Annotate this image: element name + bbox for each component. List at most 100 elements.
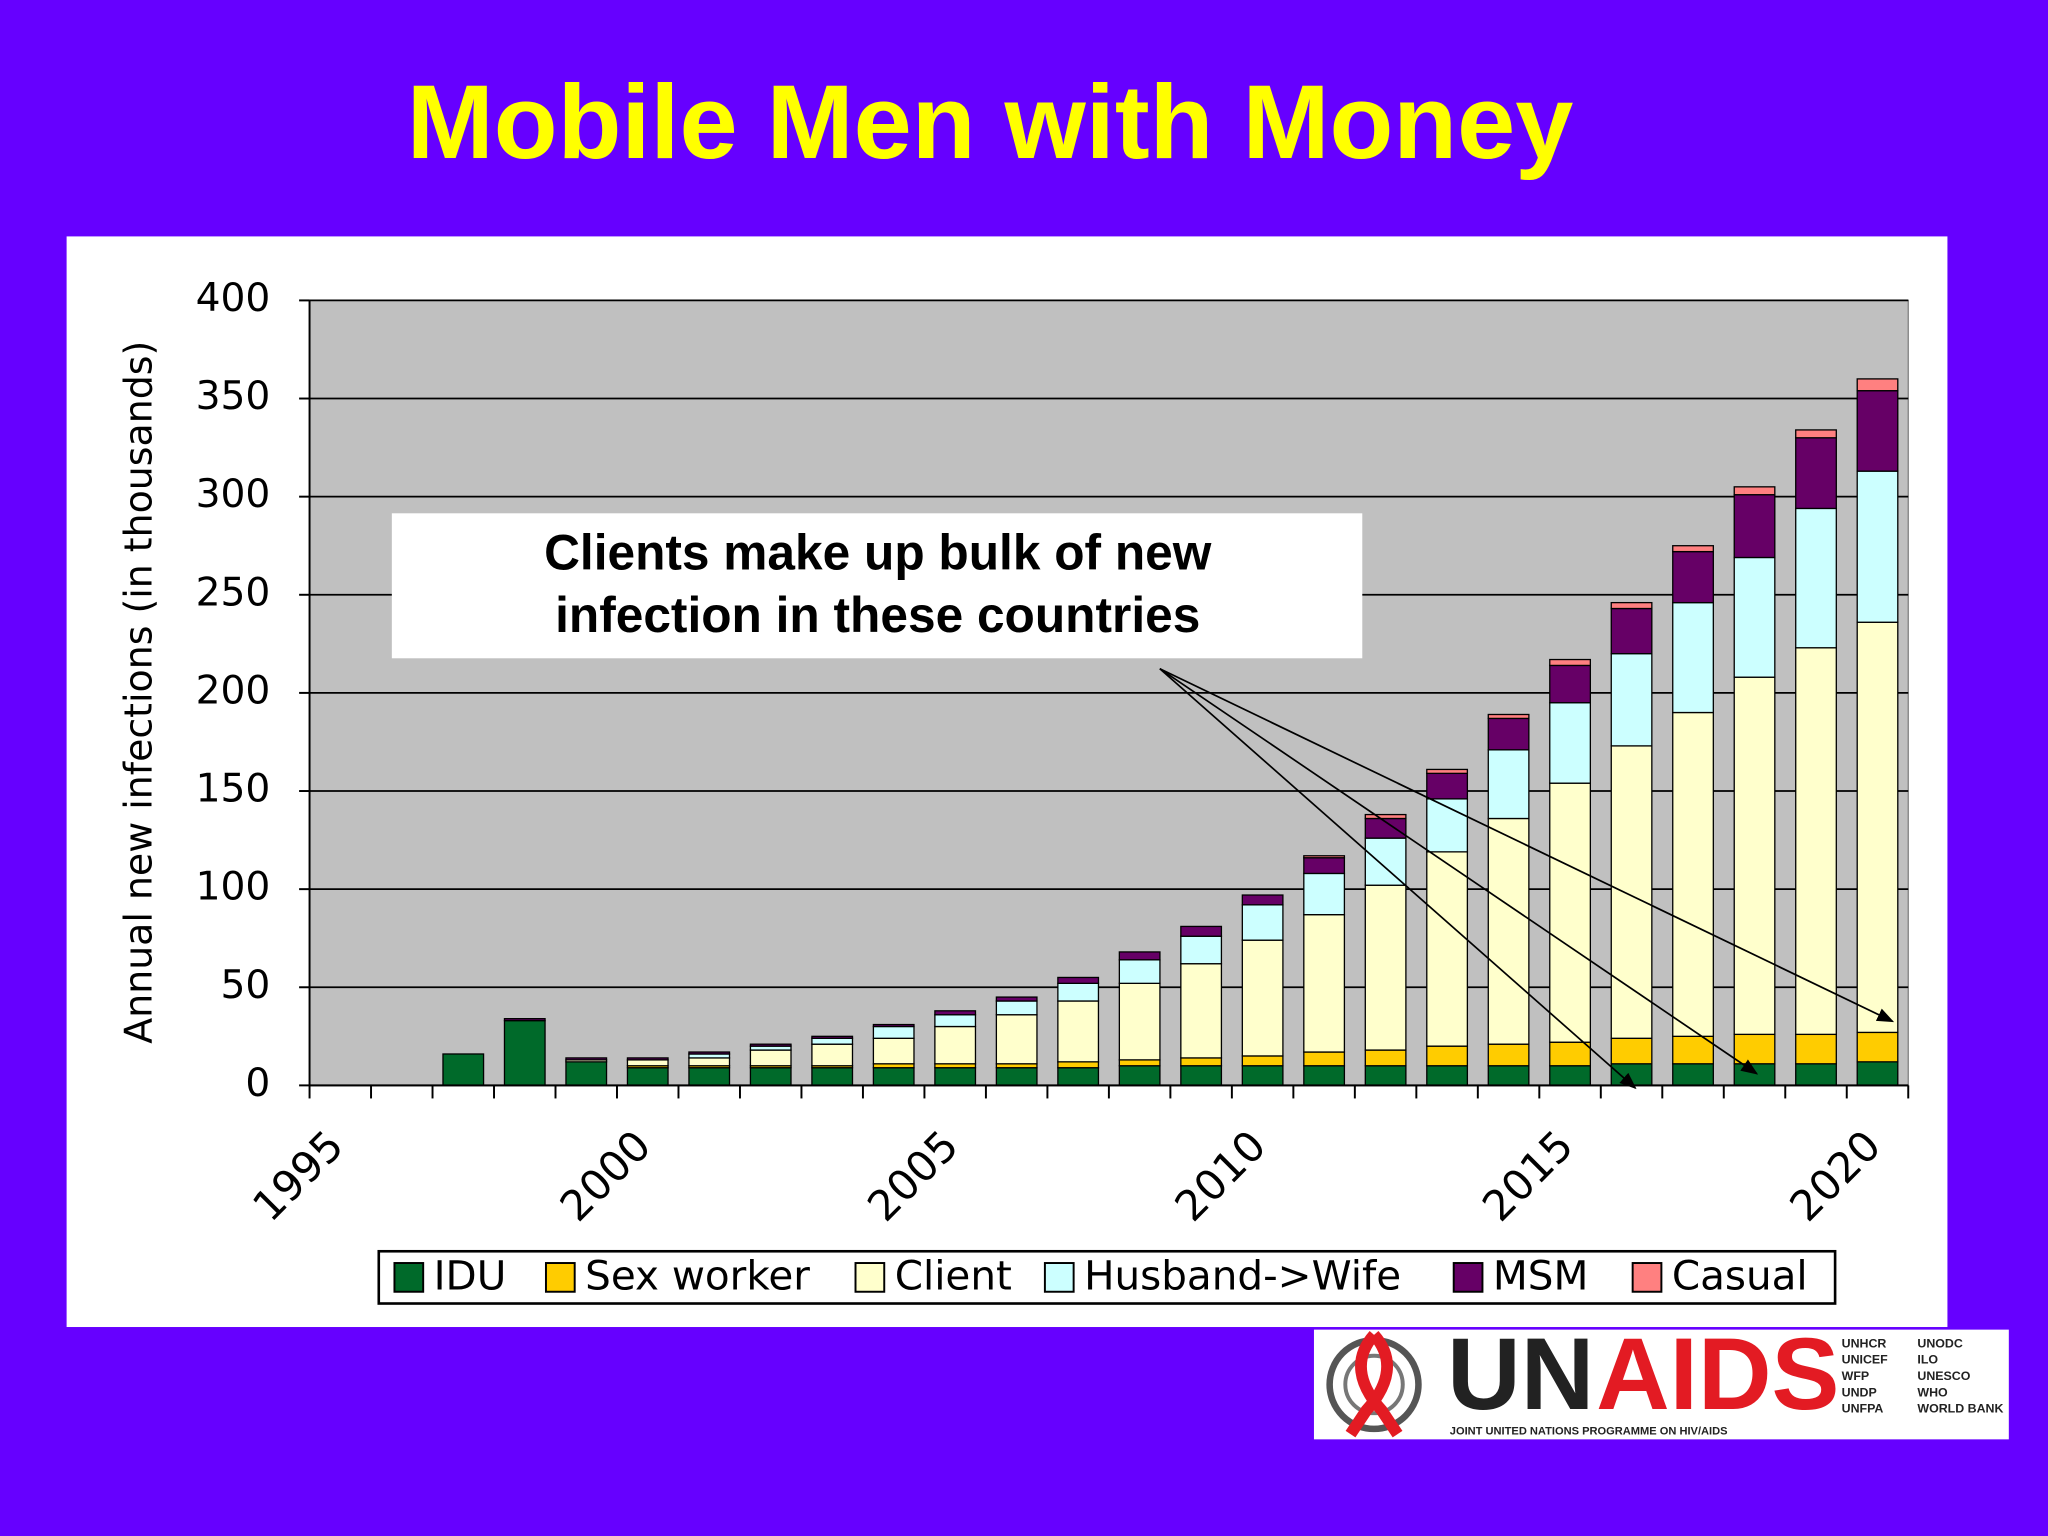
bar-segment — [1795, 437, 1837, 510]
bar-segment — [1610, 652, 1653, 747]
annotation: Clients make up bulk of new infection in… — [391, 513, 1895, 1090]
bar-segment — [1549, 1041, 1592, 1067]
bar-segment — [1241, 894, 1284, 906]
bar-segment — [1549, 658, 1592, 667]
legend-swatch — [1452, 1262, 1484, 1293]
bar-segment — [1610, 601, 1653, 610]
logo-ribbon — [1345, 1330, 1403, 1438]
logo-agency: UNESCO — [1917, 1369, 1970, 1383]
legend-label: Sex worker — [585, 1252, 810, 1300]
bar-segment — [872, 1067, 915, 1087]
legend-label: IDU — [434, 1252, 507, 1300]
logo-background — [1313, 1329, 2009, 1440]
logo-emblem — [1343, 1353, 1405, 1416]
bar-segment — [1118, 951, 1161, 961]
y-tick-label: 300 — [196, 472, 271, 517]
bar-segment — [811, 1037, 854, 1045]
bar-segment — [1303, 857, 1346, 875]
annotation-arrow — [1159, 667, 1895, 1023]
bar-segment — [934, 1067, 977, 1087]
bar-segment — [1241, 904, 1284, 941]
y-tick-label: 150 — [196, 767, 271, 812]
bar-segment — [1057, 976, 1100, 984]
bar-segment — [1303, 872, 1346, 916]
bar-segment — [503, 1018, 546, 1022]
legend: IDU Sex worker Client Husband->Wife MSM Casua… — [377, 1249, 1837, 1305]
bars — [442, 378, 1899, 1087]
bar-segment — [1795, 1033, 1837, 1065]
bar-segment — [1672, 550, 1714, 604]
legend-label: Casual — [1672, 1252, 1808, 1300]
logo: UN AIDS JOINT UNITED NATIONS PROGRAMME O… — [1313, 1317, 2009, 1440]
bar-segment — [1795, 429, 1837, 439]
y-tick-label: 350 — [196, 374, 271, 419]
bar-segment — [934, 1010, 977, 1016]
legend-swatch — [1043, 1262, 1075, 1293]
logo-agency: WORLD BANK — [1917, 1402, 2003, 1416]
bar-segment — [1364, 1049, 1407, 1067]
y-tick-label: 50 — [221, 963, 271, 1008]
bar-segment — [1426, 768, 1469, 775]
bar-segment — [1733, 556, 1776, 678]
bar-segment — [1426, 851, 1469, 1047]
bar-segment — [1057, 1067, 1100, 1087]
annotation-arrow — [1159, 668, 1759, 1075]
annotation-text: Clients make up bulk of new — [544, 525, 1212, 581]
bar-segment — [1057, 1000, 1100, 1063]
bar-segment — [1733, 1063, 1776, 1087]
bar-segment — [749, 1067, 792, 1087]
bar-segment — [1856, 1031, 1899, 1063]
bar-segment — [934, 1014, 977, 1028]
y-tick-label: 200 — [196, 668, 271, 713]
legend-swatch — [393, 1262, 425, 1293]
logo-agency: ILO — [1917, 1353, 1938, 1367]
bar-segment — [1733, 1033, 1776, 1065]
bar-segment — [1118, 982, 1161, 1061]
bar-segment — [1180, 963, 1223, 1059]
bar-segment — [1856, 470, 1899, 623]
bar-segment — [1303, 1065, 1346, 1087]
annotation-box — [391, 513, 1363, 659]
bar-segment — [1487, 713, 1530, 720]
legend-label: MSM — [1493, 1252, 1589, 1300]
bar-segment — [1180, 1057, 1223, 1067]
bar-segment — [688, 1057, 731, 1067]
bar-segment — [1795, 647, 1837, 1036]
slide-title: Mobile Men with Money — [407, 64, 1574, 181]
bar-segment — [1303, 1051, 1346, 1067]
y-tick-label: 0 — [245, 1061, 270, 1106]
logo-agency: UNDP — [1842, 1385, 1877, 1399]
legend-swatch — [1631, 1262, 1663, 1293]
bar-segment — [442, 1053, 485, 1087]
bar-segment — [872, 1037, 915, 1065]
bar-segment — [1426, 1045, 1469, 1067]
bar-segment — [1180, 1065, 1223, 1087]
bar-segment — [1118, 1065, 1161, 1087]
bar-segment — [688, 1067, 731, 1087]
bar-segment — [503, 1019, 546, 1087]
logo-text: AIDS — [1596, 1317, 1839, 1431]
bar-segment — [1795, 1063, 1837, 1087]
bar-segment — [1856, 621, 1899, 1034]
bar-segment — [1180, 935, 1223, 965]
bar-segment — [811, 1067, 854, 1087]
bar-segment — [872, 1025, 915, 1039]
bar-segment — [934, 1025, 977, 1065]
y-tick-label: 100 — [196, 865, 271, 910]
bar-segment — [1549, 782, 1592, 1043]
bar-segment — [1487, 717, 1530, 751]
bar-segment — [1610, 607, 1653, 655]
bar-segment — [1364, 884, 1407, 1051]
bar-segment — [995, 1067, 1038, 1087]
annotation-arrow — [1159, 668, 1637, 1090]
bar-segment — [565, 1061, 608, 1087]
logo-agency: UNHCR — [1842, 1336, 1887, 1350]
bar-segment — [1733, 486, 1776, 496]
bar-segment — [565, 1057, 608, 1061]
logo-agency: UNICEF — [1842, 1353, 1889, 1367]
legend-label: Client — [895, 1252, 1012, 1300]
bar-segment — [872, 1023, 915, 1028]
y-axis-title: Annual new infections (in thousands) — [117, 341, 161, 1044]
annotation-text: infection in these countries — [555, 587, 1200, 643]
legend-swatch — [854, 1262, 886, 1293]
